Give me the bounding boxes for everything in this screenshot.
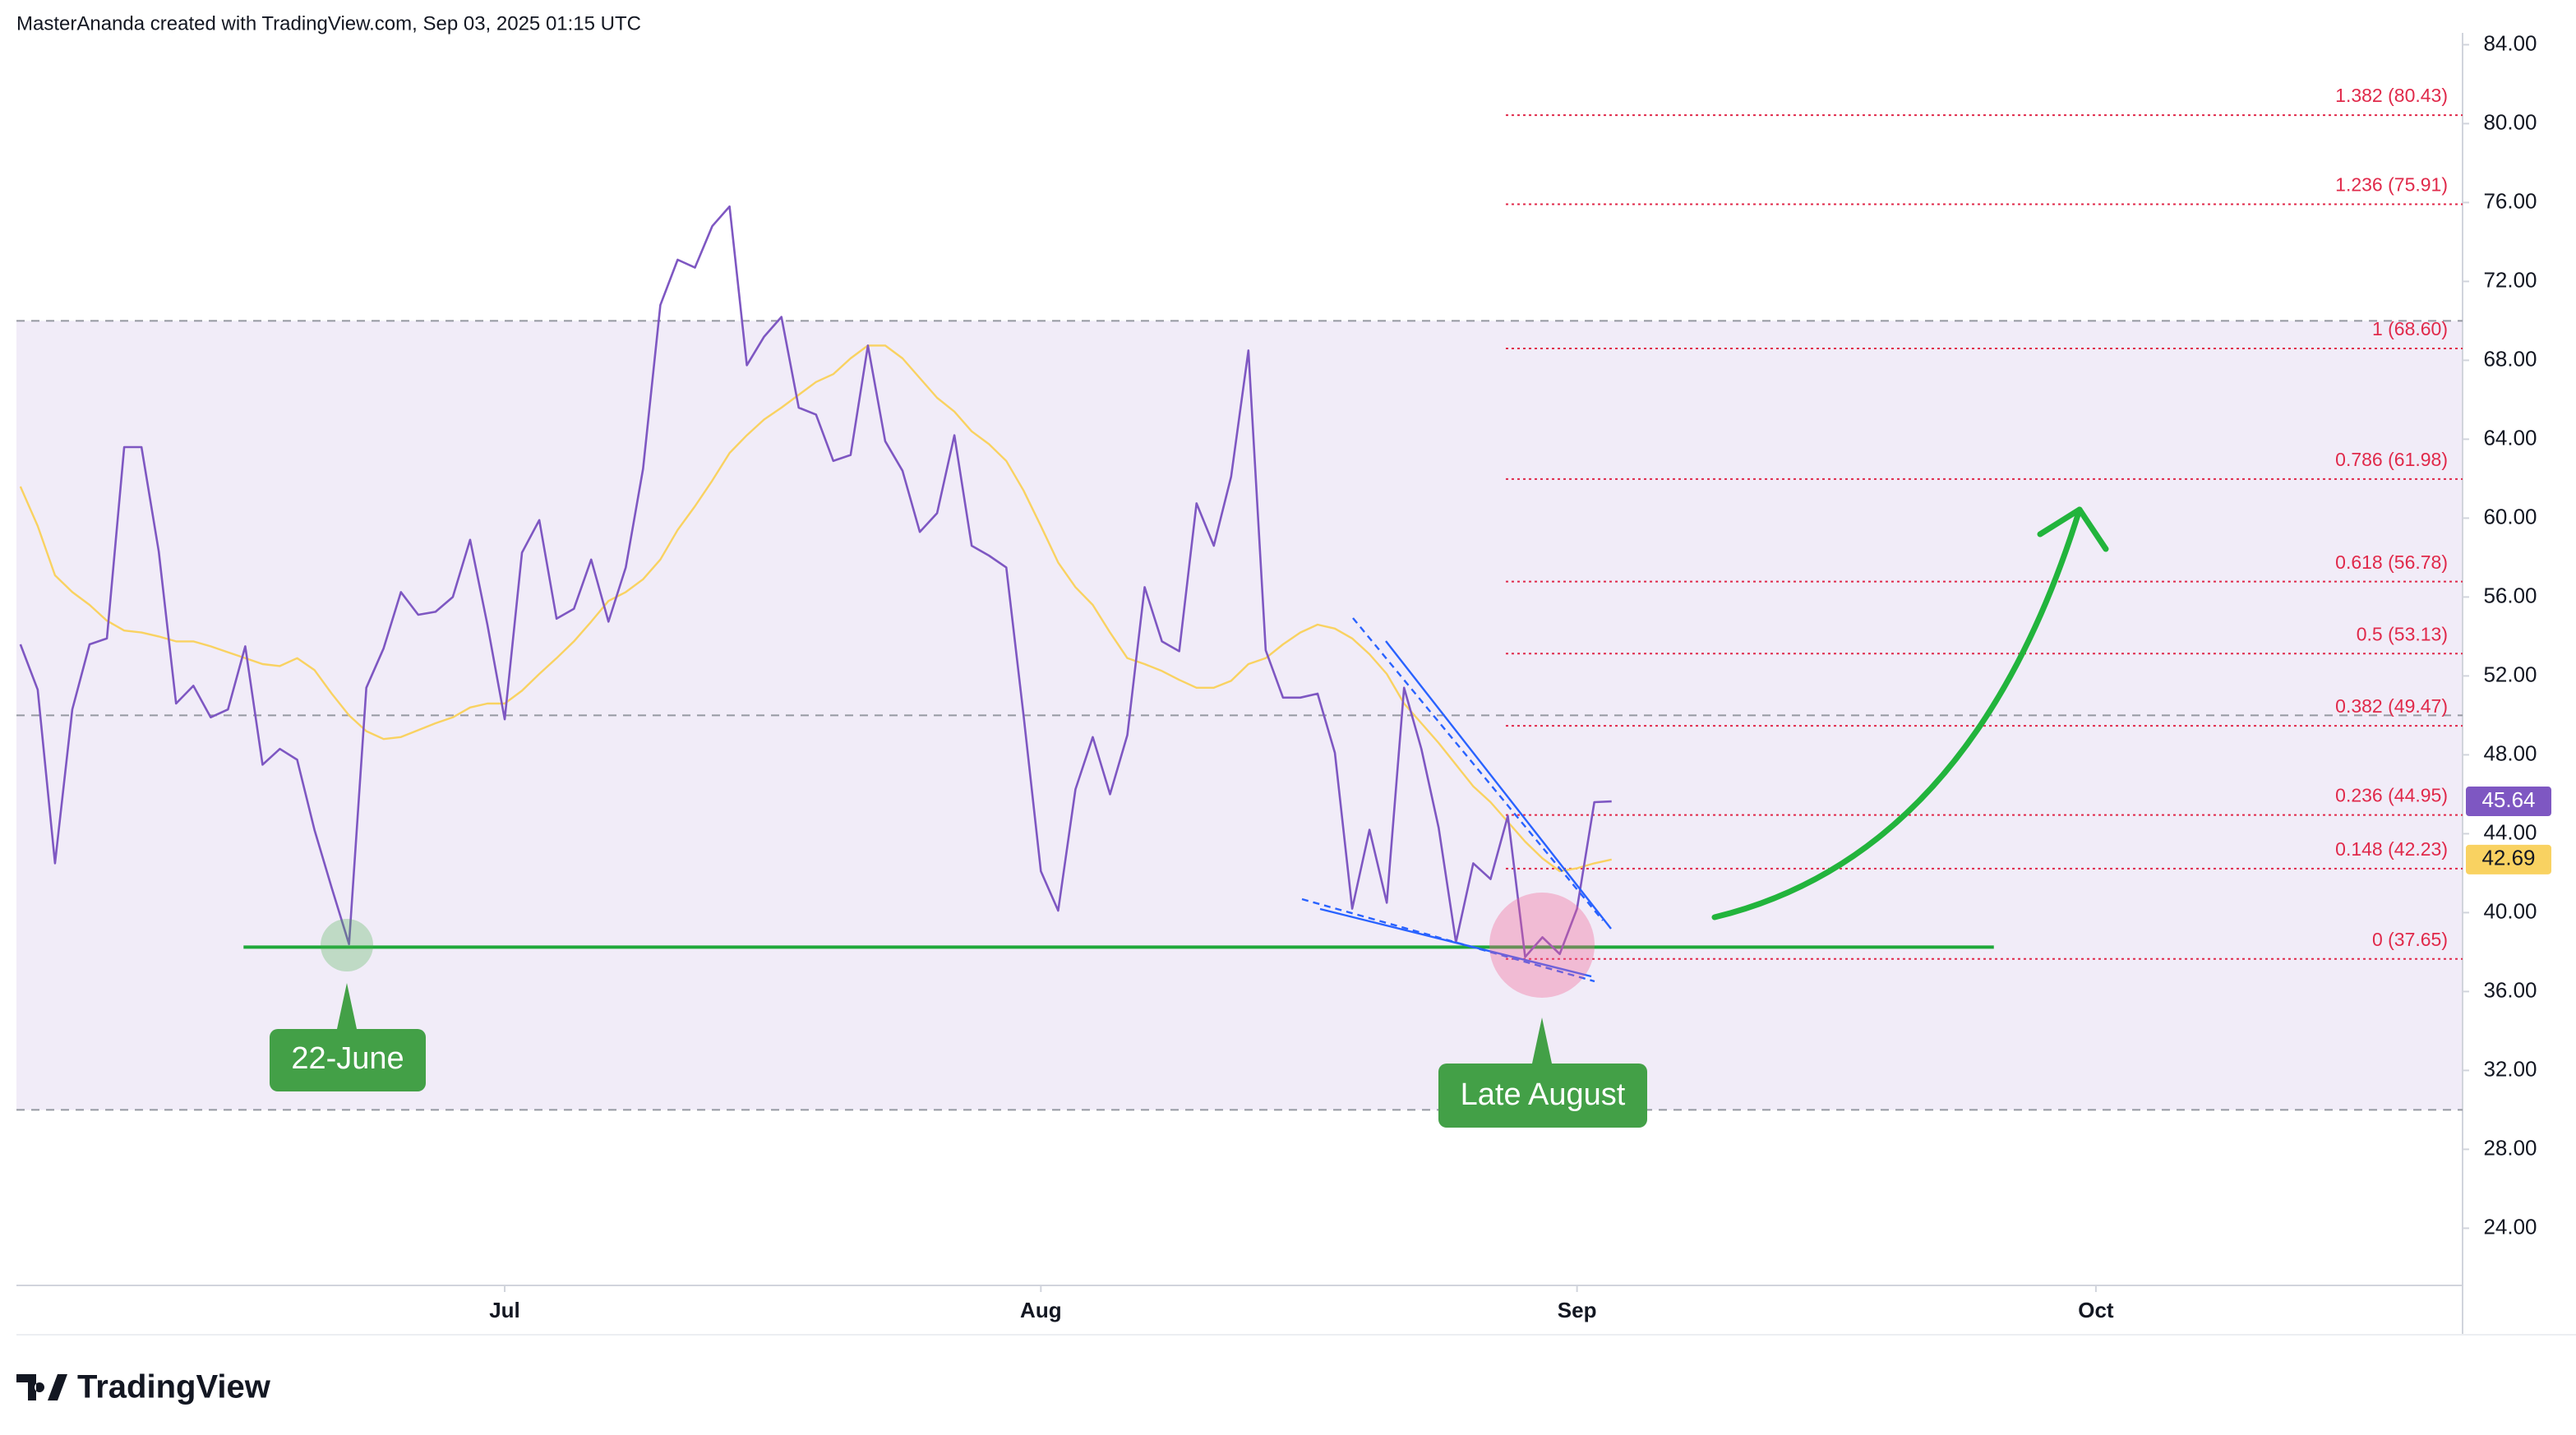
last-value-badge xyxy=(2466,787,2551,817)
callout-box xyxy=(1438,1064,1647,1128)
ma-line xyxy=(19,344,1612,873)
callout-pointer xyxy=(1532,1017,1552,1064)
fib-level-label: 1 (68.60) xyxy=(2372,318,2448,339)
fib-level-label: 1.236 (75.91) xyxy=(2335,174,2448,196)
y-tick-label: 64.00 xyxy=(2483,425,2537,450)
trend-line xyxy=(1319,907,1592,978)
y-tick-label: 68.00 xyxy=(2483,346,2537,371)
rsi-line xyxy=(19,205,1612,958)
y-tick-label: 32.00 xyxy=(2483,1056,2537,1081)
front-layer: 24.00 28.00 32.00 36.00 40.00 44.00 48.00 52.00… xyxy=(489,30,2551,1322)
y-tick-label: 44.00 xyxy=(2483,819,2537,844)
fib-level-label: 0 (37.65) xyxy=(2372,929,2448,950)
y-tick-label: 28.00 xyxy=(2483,1135,2537,1160)
x-tick-label: Sep xyxy=(1558,1298,1597,1322)
fib-level-label: 0.148 (42.23) xyxy=(2335,838,2448,860)
y-tick-label: 76.00 xyxy=(2483,188,2537,213)
trend-line-dashed xyxy=(1301,897,1595,983)
x-tick-label: Aug xyxy=(1020,1298,1062,1322)
y-tick-label: 24.00 xyxy=(2483,1214,2537,1239)
highlight-circle xyxy=(321,919,373,971)
y-tick-label: 84.00 xyxy=(2483,30,2537,55)
y-tick-label: 40.00 xyxy=(2483,898,2537,923)
last-value-label: 42.69 xyxy=(2481,846,2535,870)
y-tick-label: 80.00 xyxy=(2483,109,2537,134)
logo-mark xyxy=(16,1374,67,1400)
arrow-head xyxy=(2037,506,2109,552)
callout-text: 22-June xyxy=(291,1041,404,1076)
x-tick-label: Jul xyxy=(489,1298,520,1322)
fib-level-label: 0.382 (49.47) xyxy=(2335,695,2448,717)
y-tick-label: 36.00 xyxy=(2483,977,2537,1002)
y-tick-label: 60.00 xyxy=(2483,504,2537,528)
fib-level-label: 1.382 (80.43) xyxy=(2335,85,2448,106)
highlight-circle xyxy=(1489,893,1595,998)
logo-text: TradingView xyxy=(77,1369,271,1405)
attribution: MasterAnanda created with TradingView.co… xyxy=(16,12,641,35)
y-tick-label: 72.00 xyxy=(2483,267,2537,292)
trend-line-dashed xyxy=(1352,617,1604,921)
fib-level-label: 0.236 (44.95) xyxy=(2335,785,2448,806)
drawings: 22-June Late August xyxy=(270,506,2109,1128)
mid-layer xyxy=(16,33,2576,1336)
callout-box xyxy=(270,1029,426,1091)
trend-line xyxy=(1385,640,1612,930)
callout-pointer xyxy=(337,983,357,1029)
arrow xyxy=(1711,506,2083,921)
y-tick-label: 56.00 xyxy=(2483,583,2537,607)
y-tick-label: 52.00 xyxy=(2483,662,2537,686)
y-tick-label: 48.00 xyxy=(2483,741,2537,765)
callout-text: Late August xyxy=(1461,1077,1626,1112)
last-value-badge xyxy=(2466,844,2551,874)
logo: TradingView xyxy=(16,1369,271,1405)
x-tick-label: Oct xyxy=(2078,1298,2114,1322)
last-value-label: 45.64 xyxy=(2481,787,2535,812)
fib-level-label: 0.5 (53.13) xyxy=(2357,623,2448,644)
fib-level-label: 0.618 (56.78) xyxy=(2335,551,2448,573)
fib-level-label: 0.786 (61.98) xyxy=(2335,449,2448,470)
